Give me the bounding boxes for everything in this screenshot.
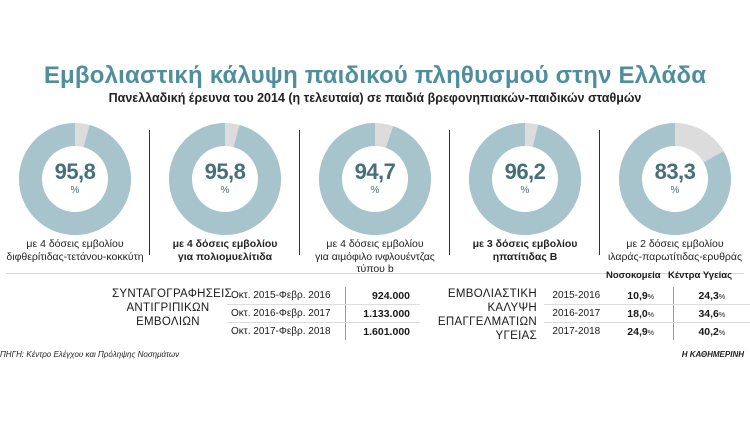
health-centers-cell: 24,3% — [673, 287, 750, 305]
value-cell: 1.133.000 — [345, 304, 420, 323]
donut-svg — [319, 123, 431, 235]
divider — [599, 130, 600, 255]
health-centers-cell: 34,6% — [673, 304, 750, 323]
donut-caption-line: ιλαράς-παρωτίτιδας-ερυθράς — [607, 250, 743, 263]
donut-caption-line: για αιμόφιλο ινφλουέντζας τύπου b — [315, 250, 435, 276]
hospitals-cell: 10,9% — [608, 287, 674, 305]
donut-chart: 94,7% — [300, 113, 450, 263]
percent-sign: % — [718, 293, 726, 301]
prescriptions-label-line: ΑΝΤΙΓΡΙΠΙΚΩΝ — [126, 302, 210, 314]
donut-unit-label: % — [370, 185, 380, 196]
donut-caption: με 4 δόσεις εμβολίου για πολιομυελίτιδα — [150, 238, 300, 263]
donut-chart: 96,2% — [450, 113, 600, 263]
publisher-credit: Η ΚΑΘΗΜΕΡΙΝΗ — [681, 350, 744, 359]
donut-caption-line: με 2 δόσεις εμβολίου — [626, 238, 724, 250]
period-cell: Οκτ. 2016-Φεβρ. 2017 — [227, 304, 346, 323]
donut-caption-line: διφθερίτιδας-τετάνου-κοκκύτη — [6, 250, 144, 263]
health-centers-value: 40,2 — [698, 325, 719, 338]
donut-value-label: 95,8 — [54, 159, 96, 184]
donut-hole — [342, 146, 408, 212]
divider — [299, 130, 300, 255]
donut-caption: με 4 δόσεις εμβολίου διφθερίτιδας-τετάνου… — [0, 238, 150, 263]
divider — [449, 130, 450, 255]
donut-caption-line: με 4 δόσεις εμβολίου — [326, 238, 424, 250]
donut-svg — [18, 123, 131, 235]
table-row: Οκτ. 2015-Φεβρ. 2016 924.000 — [227, 287, 420, 305]
donut-unit-label: % — [670, 185, 680, 196]
donut-caption: με 4 δόσεις εμβολίου για αιμόφιλο ινφλουέ… — [300, 238, 450, 276]
percent-sign: % — [718, 311, 726, 319]
donut-value-label: 96,2 — [504, 159, 546, 184]
donut-caption-line: με 4 δόσεις εμβολίου — [26, 238, 124, 250]
hospitals-cell: 18,0% — [608, 304, 674, 323]
donut-hole — [642, 146, 708, 212]
prescriptions-label-line: ΕΜΒΟΛΙΩΝ — [136, 316, 200, 328]
table-row: Οκτ. 2017-Φεβρ. 2018 1.601.000 — [227, 322, 420, 340]
value-cell: 1.601.000 — [363, 325, 410, 338]
health-workers-label-line: ΥΓΕΙΑΣ — [495, 330, 537, 342]
donut-unit-label: % — [520, 185, 530, 196]
period-cell: Οκτ. 2017-Φεβρ. 2018 — [227, 322, 346, 340]
value-cell: 924.000 — [345, 287, 420, 305]
donut-unit-label: % — [220, 185, 230, 196]
year-cell: 2016-2017 — [544, 304, 609, 323]
donut-svg — [619, 123, 731, 235]
donut-caption-line: με 3 δόσεις εμβολίου — [472, 238, 578, 250]
section-divider — [6, 273, 744, 274]
percent-sign: % — [647, 311, 654, 319]
donut-caption: με 2 δόσεις εμβολίου ιλαράς-παρωτίτιδας-ε… — [600, 238, 750, 263]
year-cell: 2017-2018 — [552, 326, 601, 337]
prescriptions-label-line: ΣΥΝΤΑΓΟΓΡΑΦΗΣΕΙΣ — [112, 288, 233, 300]
health-centers-value: 34,6 — [698, 307, 719, 320]
donut-value-label: 94,7 — [354, 159, 396, 184]
column-header-health-centers: Κέντρα Υγείας — [668, 270, 733, 281]
period-cell: Οκτ. 2015-Φεβρ. 2016 — [227, 287, 346, 305]
chart-subtitle: Πανελλαδική έρευνα του 2014 (η τελευταία… — [108, 91, 642, 105]
donut-caption-line: ηπατίτιδας Β — [492, 250, 558, 263]
donut-svg — [469, 123, 581, 235]
percent-sign: % — [647, 293, 654, 301]
donut-caption: με 3 δόσεις εμβολίου ηπατίτιδας Β — [450, 238, 600, 263]
table-row: 2016-2017 18,0% 34,6% — [544, 304, 750, 323]
chart-title: Εμβολιαστική κάλυψη παιδικού πληθυσμού σ… — [43, 62, 707, 89]
donut-hole — [192, 146, 258, 212]
prescriptions-table: Οκτ. 2015-Φεβρ. 2016 924.000 Οκτ. 2016-Φ… — [227, 287, 420, 340]
divider — [149, 130, 150, 255]
donut-unit-label: % — [70, 185, 80, 196]
year-cell: 2015-2016 — [544, 287, 609, 305]
health-centers-cell: 40,2% — [673, 323, 750, 341]
donut-caption-line: για πολιομυελίτιδα — [177, 250, 273, 263]
donut-hole — [42, 146, 108, 212]
donut-chart: 95,8% — [150, 113, 300, 263]
source-note: ΠΗΓΗ: Κέντρο Ελέγχου και Πρόληψης Νοσημά… — [0, 350, 180, 359]
donut-value-label: 83,3 — [654, 159, 696, 184]
health-workers-table: 2015-2016 10,9% 24,3% 2016-2017 18,0% 34… — [544, 287, 750, 340]
donut-chart: 95,8% — [0, 113, 150, 263]
table-row: 2017-2018 24,9% 40,2% — [544, 322, 750, 341]
donut-svg — [169, 123, 281, 235]
table-row: 2015-2016 10,9% 24,3% — [544, 287, 750, 305]
donut-caption-line: με 4 δόσεις εμβολίου — [172, 238, 278, 250]
donut-hole — [492, 146, 558, 212]
donut-chart: 83,3% — [600, 113, 750, 263]
column-header-hospitals: Νοσοκομεία — [606, 270, 661, 281]
hospitals-value: 24,9 — [627, 325, 648, 338]
percent-sign: % — [718, 329, 726, 337]
health-workers-label-line: ΕΜΒΟΛΙΑΣΤΙΚΗ — [447, 288, 537, 300]
health-workers-label: ΕΜΒΟΛΙΑΣΤΙΚΗ ΚΑΛΥΨΗ ΕΠΑΓΓΕΛΜΑΤΙΩΝ ΥΓΕΙΑΣ — [395, 287, 537, 343]
hospitals-cell: 24,9% — [608, 322, 674, 340]
health-centers-value: 24,3 — [698, 289, 719, 302]
donut-value-label: 95,8 — [204, 159, 246, 184]
health-workers-label-line: ΚΑΛΥΨΗ ΕΠΑΓΓΕΛΜΑΤΙΩΝ — [437, 302, 537, 328]
table-row: Οκτ. 2016-Φεβρ. 2017 1.133.000 — [227, 304, 420, 323]
hospitals-value: 10,9 — [627, 289, 648, 302]
prescriptions-label: ΣΥΝΤΑΓΟΓΡΑΦΗΣΕΙΣ ΑΝΤΙΓΡΙΠΙΚΩΝ ΕΜΒΟΛΙΩΝ — [112, 287, 233, 329]
percent-sign: % — [647, 329, 654, 337]
hospitals-value: 18,0 — [627, 307, 648, 320]
